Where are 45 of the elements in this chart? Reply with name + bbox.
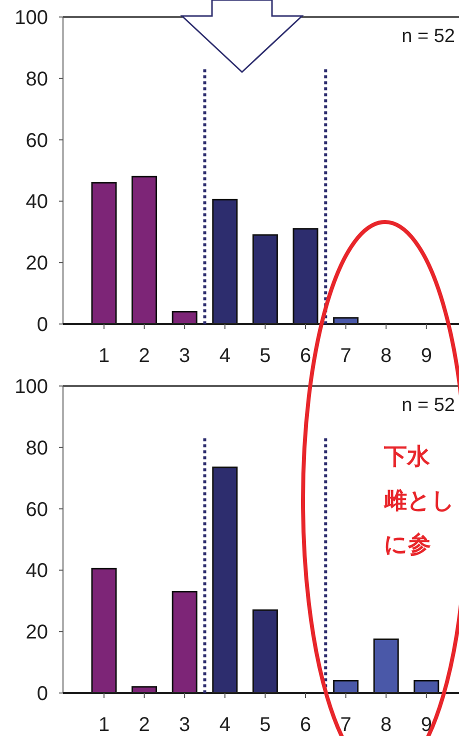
bar	[132, 176, 158, 325]
annotation: 雌とし	[383, 488, 455, 514]
bar	[373, 638, 399, 694]
x-tick-label: 8	[380, 714, 392, 736]
bar	[212, 466, 238, 694]
y-tick-label: 40	[26, 191, 48, 214]
bar	[292, 228, 318, 325]
x-tick-label: 5	[260, 714, 271, 736]
x-tick-label: 2	[138, 714, 150, 736]
bar	[172, 590, 198, 694]
x-tick-label: 9	[420, 345, 432, 367]
y-tick-label: 20	[26, 252, 48, 275]
x-tick-label: 3	[179, 714, 190, 736]
y-tick-label: 40	[26, 560, 48, 582]
annotation: n = 52	[402, 395, 455, 416]
bar	[252, 609, 278, 694]
y-tick-label: 80	[26, 68, 48, 90]
x-tick-label: 9	[420, 714, 432, 736]
x-tick-label: 7	[340, 714, 352, 736]
x-tick-label: 7	[340, 345, 352, 367]
bar	[212, 198, 238, 325]
x-tick-label: 3	[179, 345, 190, 367]
x-tick-label: 2	[138, 345, 150, 367]
bar	[91, 568, 117, 694]
y-tick-label: 20	[26, 622, 48, 644]
y-tick-label: 60	[26, 498, 48, 521]
x-tick-label: 1	[98, 345, 110, 367]
x-tick-label: 8	[380, 345, 392, 367]
y-tick-label: 0	[36, 314, 48, 336]
annotation: に参	[384, 532, 431, 558]
x-tick-label: 4	[219, 345, 230, 367]
y-tick-label: 100	[14, 376, 48, 398]
x-tick-label: 5	[260, 345, 271, 367]
y-tick-label: 100	[14, 7, 48, 29]
annotation: 下水	[383, 444, 431, 470]
annotation: n = 52	[402, 26, 455, 47]
x-tick-label: 6	[300, 345, 312, 367]
y-tick-label: 60	[26, 130, 48, 152]
x-tick-label: 1	[98, 714, 110, 736]
bar	[91, 182, 117, 325]
x-tick-label: 4	[219, 714, 230, 736]
x-tick-label: 6	[300, 714, 312, 736]
y-tick-label: 0	[36, 683, 48, 705]
bar	[252, 234, 278, 325]
y-tick-label: 80	[26, 437, 48, 460]
